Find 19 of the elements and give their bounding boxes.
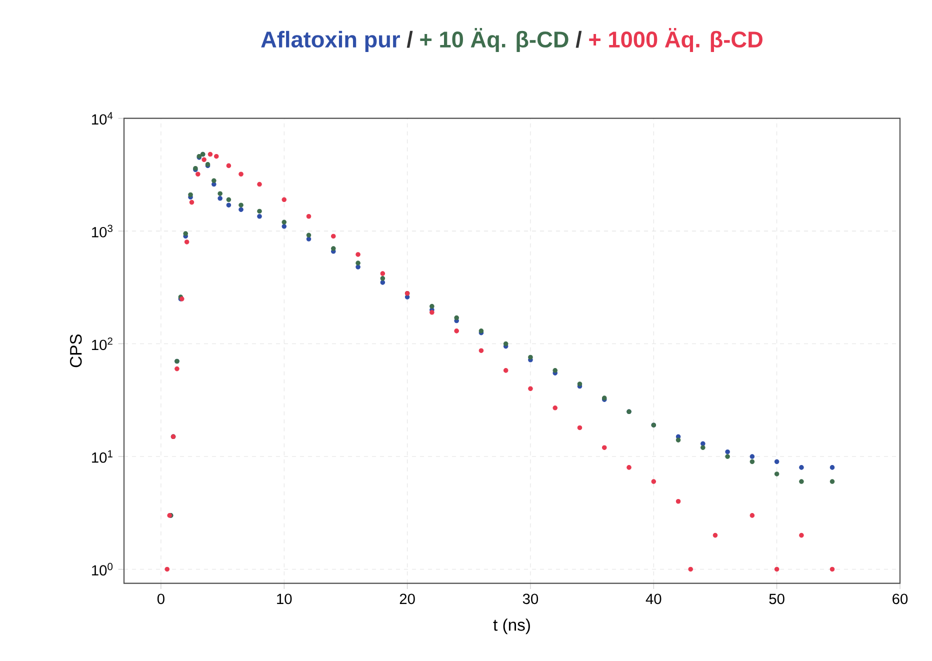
y-tick-label: 10$^{4}$	[92, 112, 113, 124]
y-axis-title: CPS	[70, 334, 82, 367]
y-tick-label: 10$^{1}$	[92, 450, 112, 463]
x-tick-label: 30	[522, 594, 538, 604]
text: Aflatoxin pur	[261, 30, 400, 52]
x-tick-label: 60	[892, 594, 908, 604]
text: /	[576, 30, 582, 48]
x-tick-label: 10	[277, 594, 292, 604]
x-tick-label: 50	[769, 594, 784, 604]
x-tick-label: 20	[400, 594, 415, 604]
text: + 1000 Äq. β-CD	[589, 28, 762, 52]
text: + 10 Äq. β-CD	[420, 28, 568, 52]
y-tick-label: 10$^{3}$	[92, 224, 112, 238]
y-tick-label: 10$^{0}$	[92, 562, 113, 576]
text: /	[406, 30, 413, 48]
x-tick-label: 40	[646, 594, 662, 604]
x-tick-label: 0	[157, 594, 164, 604]
x-axis-title: t (ns)	[493, 618, 530, 634]
y-tick-label: 10$^{2}$	[92, 337, 112, 350]
